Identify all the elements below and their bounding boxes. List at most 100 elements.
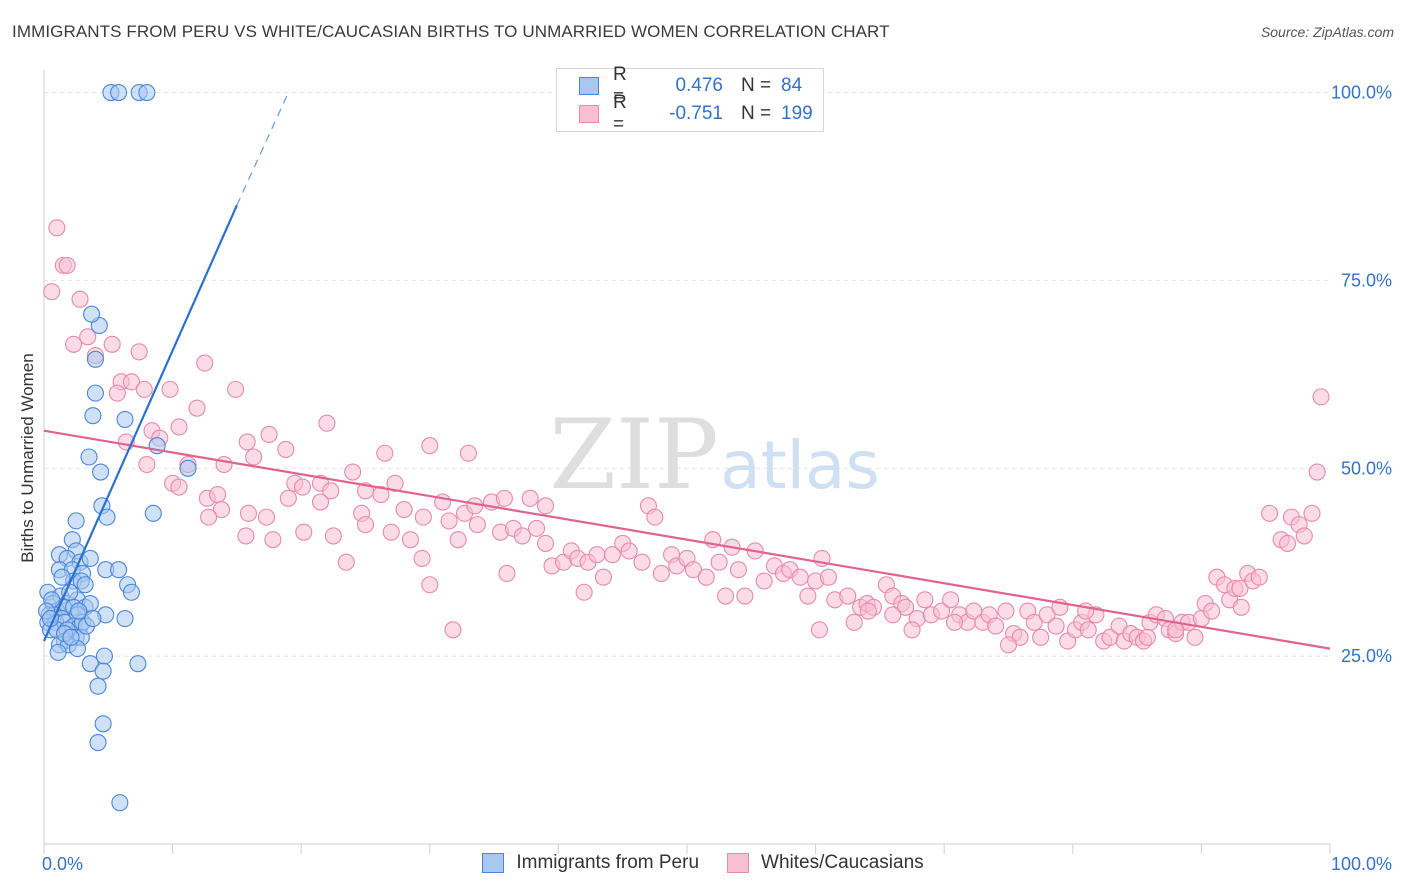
peru-point xyxy=(86,384,104,402)
legend-r-label: R = xyxy=(613,92,627,135)
whites-caucasians-point xyxy=(382,523,400,541)
whites-caucasians-point xyxy=(791,568,809,586)
whites-caucasians-point xyxy=(318,414,336,432)
whites-caucasians-point xyxy=(799,587,817,605)
whites-caucasians-point xyxy=(521,489,539,507)
whites-caucasians-point xyxy=(277,440,295,459)
trend-lines xyxy=(42,92,1331,650)
whites-caucasians-point xyxy=(1303,504,1321,522)
peru-point xyxy=(95,647,113,665)
peru-points xyxy=(38,83,197,812)
peru-point xyxy=(116,610,134,628)
whites-caucasians-point xyxy=(884,606,902,624)
whites-caucasians-point xyxy=(945,613,964,631)
whites-caucasians-point xyxy=(859,602,877,620)
whites-caucasians-point xyxy=(401,531,420,549)
legend-swatch-peru xyxy=(579,77,599,95)
peru-point xyxy=(89,677,107,695)
whites-caucasians-point xyxy=(209,486,227,504)
whites-caucasians-point xyxy=(138,455,156,474)
whites-caucasians-point xyxy=(839,587,857,605)
peru-point xyxy=(83,305,101,323)
whites-trend-line xyxy=(43,429,1331,650)
whites-caucasians-point xyxy=(1250,568,1268,586)
legend-item-whites[interactable]: Whites/Caucasians xyxy=(727,852,924,874)
whites-caucasians-points xyxy=(43,219,1330,654)
whites-caucasians-point xyxy=(227,380,245,398)
correlation-legend: R = 0.476 N = 84 R = -0.751 N = 199 xyxy=(556,64,824,135)
whites-caucasians-point xyxy=(1047,617,1065,635)
whites-caucasians-point xyxy=(122,373,140,391)
y-axis-label: Births to Unmarried Women xyxy=(18,353,37,563)
y-tick-label: 100.0% xyxy=(1331,83,1392,103)
whites-caucasians-point xyxy=(1312,388,1330,406)
whites-caucasians-point xyxy=(215,455,233,474)
whites-caucasians-point xyxy=(1295,527,1313,545)
peru-point xyxy=(89,734,107,752)
whites-caucasians-point xyxy=(897,598,915,616)
watermark-zip: ZIP xyxy=(549,399,718,511)
legend-item-peru[interactable]: Immigrants from Peru xyxy=(482,852,699,874)
whites-caucasians-point xyxy=(58,256,76,274)
peru-point xyxy=(122,583,140,601)
whites-caucasians-point xyxy=(337,553,355,571)
peru-point xyxy=(110,83,128,102)
peru-point xyxy=(144,504,162,522)
whites-caucasians-point xyxy=(279,489,297,507)
y-tick-label: 50.0% xyxy=(1341,458,1392,478)
peru-point xyxy=(49,643,67,661)
whites-caucasians-point xyxy=(736,587,754,605)
whites-caucasians-point xyxy=(1025,613,1043,631)
peru-point xyxy=(84,407,102,425)
legend-r-label: R = xyxy=(613,64,627,107)
whites-caucasians-point xyxy=(356,516,375,534)
whites-caucasians-point xyxy=(1261,504,1279,522)
whites-caucasians-point xyxy=(449,531,467,549)
chart-title: IMMIGRANTS FROM PERU VS WHITE/CAUCASIAN … xyxy=(12,22,890,41)
whites-caucasians-point xyxy=(108,384,126,402)
whites-caucasians-point xyxy=(103,335,121,353)
peru-point xyxy=(53,568,71,586)
whites-caucasians-point xyxy=(459,444,477,462)
whites-caucasians-point xyxy=(440,512,458,530)
whites-caucasians-point xyxy=(65,335,83,353)
whites-caucasians-point xyxy=(468,516,486,534)
legend-r-value: 0.476 xyxy=(675,75,723,96)
legend-n-value: 84 xyxy=(781,75,803,96)
peru-point xyxy=(80,448,98,466)
peru-point xyxy=(94,662,112,680)
legend-swatch-peru xyxy=(482,853,505,873)
peru-point xyxy=(179,459,197,477)
legend-row-peru: R = 0.476 N = 84 xyxy=(579,64,803,107)
whites-caucasians-point xyxy=(344,463,362,481)
whites-caucasians-point xyxy=(575,583,593,601)
whites-caucasians-point xyxy=(536,534,555,552)
whites-caucasians-point xyxy=(603,546,621,564)
whites-caucasians-point xyxy=(646,508,664,526)
whites-caucasians-point xyxy=(1203,602,1221,620)
whites-caucasians-point xyxy=(903,621,921,639)
peru-point xyxy=(110,561,128,579)
whites-caucasians-point xyxy=(1079,621,1097,639)
whites-caucasians-point xyxy=(997,602,1015,620)
whites-caucasians-point xyxy=(71,290,89,308)
whites-caucasians-point xyxy=(421,576,439,594)
whites-caucasians-point xyxy=(755,572,773,590)
series-legend: Immigrants from Peru Whites/Caucasians xyxy=(0,852,1406,874)
whites-caucasians-point xyxy=(1186,628,1204,646)
whites-caucasians-point xyxy=(498,564,516,583)
whites-caucasians-point xyxy=(324,527,342,545)
y-tick-label: 75.0% xyxy=(1341,270,1392,290)
whites-caucasians-point xyxy=(729,561,747,579)
whites-caucasians-point xyxy=(200,508,218,526)
whites-caucasians-point xyxy=(237,527,255,545)
whites-caucasians-point xyxy=(48,219,66,237)
whites-caucasians-point xyxy=(322,482,340,500)
whites-caucasians-point xyxy=(588,546,606,564)
whites-caucasians-point xyxy=(513,527,531,545)
legend-label-whites: Whites/Caucasians xyxy=(761,852,924,873)
whites-caucasians-point xyxy=(466,497,484,515)
whites-caucasians-point xyxy=(135,380,153,398)
peru-point xyxy=(111,794,129,812)
whites-caucasians-point xyxy=(79,328,97,346)
